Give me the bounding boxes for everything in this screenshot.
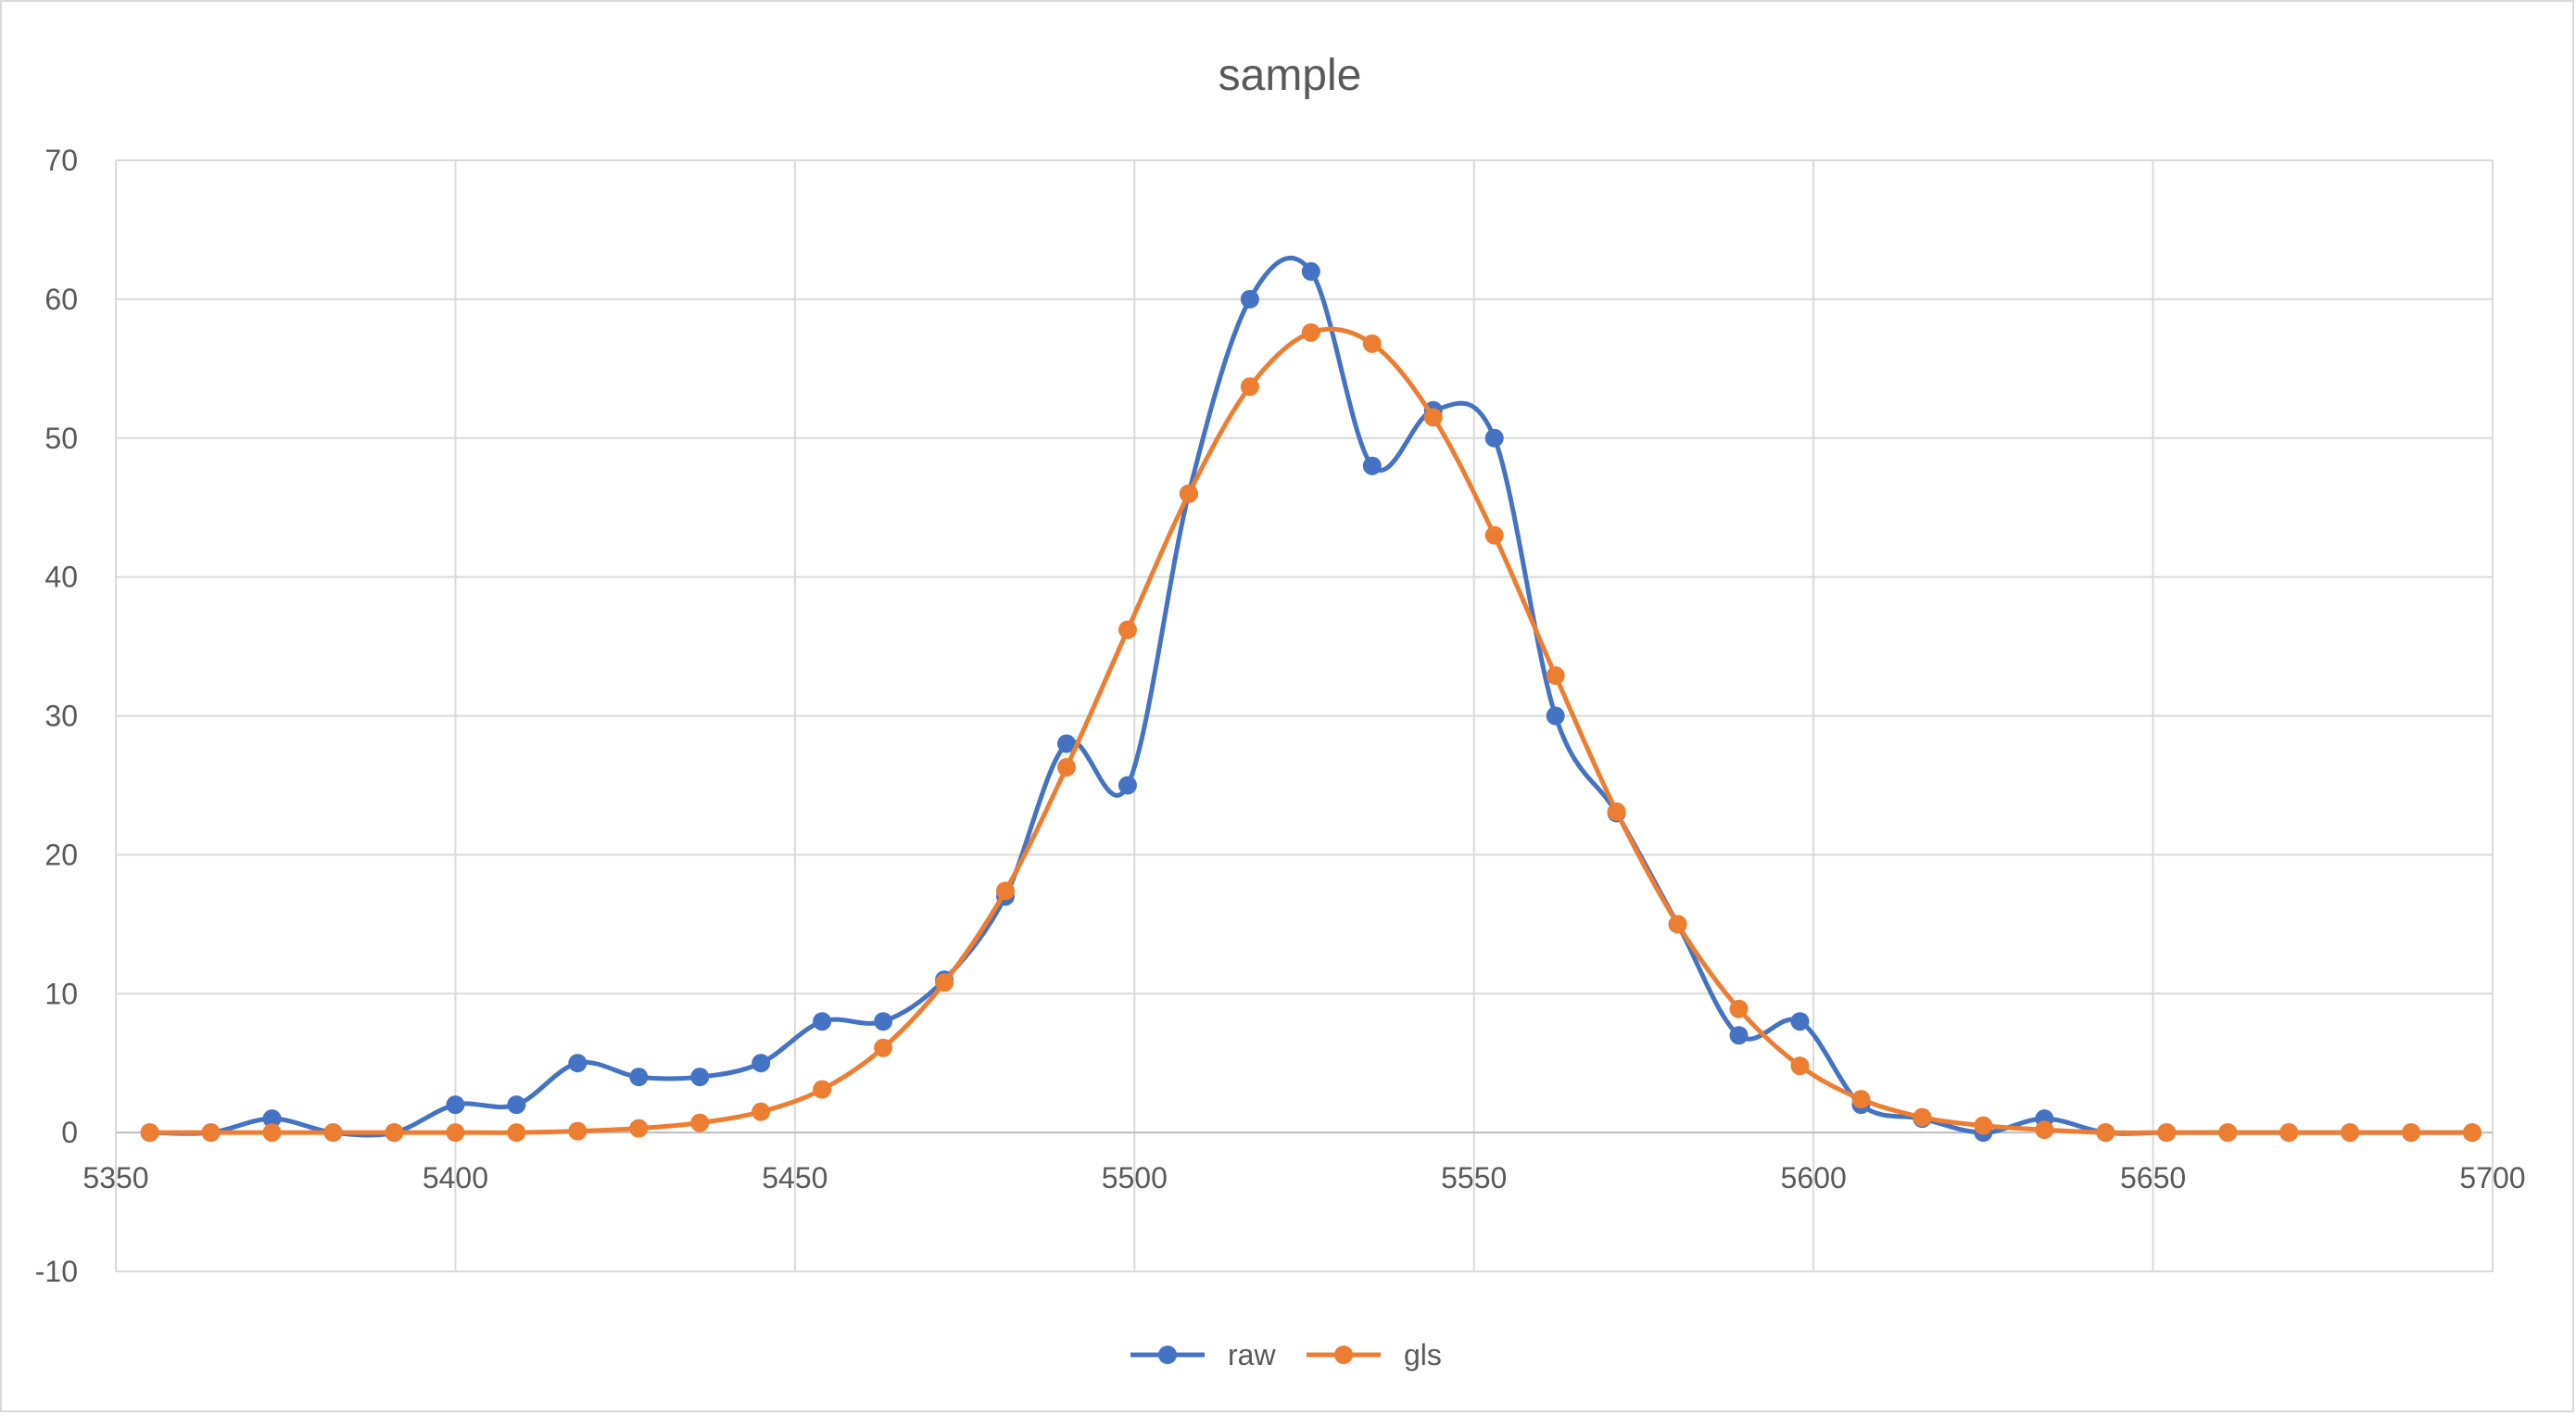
x-tick-label: 5650 — [2120, 1161, 2186, 1195]
data-point-raw — [1057, 734, 1076, 753]
data-point-gls — [1362, 334, 1382, 353]
data-point-gls — [446, 1123, 465, 1143]
data-point-gls — [201, 1123, 221, 1143]
legend-entry-raw: raw — [1130, 1338, 1276, 1372]
legend-entry-gls: gls — [1307, 1338, 1442, 1372]
y-tick-label: 30 — [44, 700, 78, 733]
data-point-gls — [1729, 999, 1749, 1018]
data-point-gls — [2096, 1123, 2115, 1143]
series-line-raw — [147, 256, 2475, 1138]
data-point-gls — [1668, 915, 1687, 934]
series-layer — [140, 256, 2482, 1143]
data-point-gls — [2279, 1123, 2299, 1143]
data-point-gls — [1057, 757, 1076, 777]
y-tick-label: 70 — [44, 144, 78, 177]
x-tick-label: 5450 — [762, 1161, 827, 1195]
data-point-gls — [935, 973, 954, 992]
data-point-gls — [996, 881, 1016, 901]
data-point-gls — [1179, 484, 1198, 503]
series-gls — [140, 322, 2482, 1143]
data-point-raw — [1118, 776, 1137, 795]
legend: raw gls — [1130, 1338, 1442, 1372]
data-point-gls — [813, 1080, 832, 1099]
data-point-raw — [262, 1109, 282, 1129]
chart-title: sample — [1219, 51, 1362, 100]
y-tick-label: 50 — [44, 422, 78, 455]
data-point-gls — [1790, 1056, 1810, 1076]
data-point-gls — [1974, 1116, 1993, 1135]
data-point-raw — [1362, 456, 1382, 475]
data-point-gls — [1607, 802, 1626, 821]
x-tick-label: 5550 — [1441, 1161, 1507, 1195]
y-tick-label: 20 — [44, 838, 78, 871]
data-point-raw — [1301, 261, 1320, 281]
data-point-gls — [1913, 1107, 1932, 1127]
data-point-raw — [813, 1012, 832, 1031]
y-tick-label: 0 — [61, 1116, 78, 1149]
data-point-gls — [1240, 377, 1259, 397]
y-tick-label: -10 — [35, 1255, 78, 1288]
legend-label: raw — [1228, 1338, 1276, 1372]
series-line-gls — [147, 326, 2475, 1135]
data-point-gls — [323, 1123, 343, 1143]
data-point-gls — [140, 1123, 159, 1143]
data-point-gls — [874, 1038, 893, 1057]
data-point-gls — [507, 1123, 526, 1143]
y-tick-label: 10 — [44, 977, 78, 1010]
data-point-gls — [629, 1119, 649, 1138]
data-point-gls — [2035, 1120, 2054, 1140]
data-point-raw — [874, 1012, 893, 1031]
data-point-gls — [1546, 666, 1565, 686]
data-point-gls — [2402, 1123, 2421, 1143]
data-point-gls — [1484, 525, 1504, 545]
data-point-gls — [1118, 620, 1137, 639]
data-point-gls — [385, 1123, 404, 1143]
data-point-gls — [2218, 1123, 2238, 1143]
x-tick-label: 5700 — [2459, 1161, 2525, 1195]
x-tick-label: 5350 — [82, 1161, 148, 1195]
data-point-raw — [568, 1054, 587, 1073]
y-tick-label: 60 — [44, 283, 78, 316]
legend-swatch-marker — [1158, 1346, 1177, 1364]
data-point-raw — [1546, 706, 1565, 726]
data-point-raw — [446, 1095, 465, 1115]
legend-label: gls — [1404, 1338, 1442, 1372]
data-point-raw — [1240, 289, 1259, 309]
x-tick-label: 5400 — [423, 1161, 488, 1195]
legend-swatch-marker — [1334, 1346, 1353, 1364]
data-point-raw — [507, 1095, 526, 1115]
data-point-gls — [2341, 1123, 2360, 1143]
data-point-raw — [1729, 1026, 1749, 1045]
data-point-gls — [2157, 1123, 2177, 1143]
data-point-raw — [690, 1068, 710, 1087]
data-point-raw — [1790, 1012, 1810, 1031]
data-point-raw — [629, 1068, 649, 1087]
data-point-raw — [751, 1054, 771, 1073]
x-tick-label: 5600 — [1781, 1161, 1847, 1195]
data-point-gls — [1423, 408, 1443, 427]
y-tick-label: 40 — [44, 561, 78, 594]
series-raw — [140, 256, 2482, 1143]
data-point-gls — [751, 1102, 771, 1121]
axes: 5350 5400 5450 5500 5550 5600 5650 5700 -10 0 10 20… — [35, 144, 2526, 1288]
data-point-gls — [2463, 1123, 2482, 1143]
data-point-gls — [1301, 322, 1320, 342]
data-point-gls — [568, 1121, 587, 1141]
data-point-gls — [690, 1113, 710, 1132]
data-point-raw — [1484, 428, 1504, 448]
x-tick-label: 5500 — [1102, 1161, 1168, 1195]
data-point-gls — [1851, 1090, 1871, 1109]
data-point-gls — [262, 1123, 282, 1143]
